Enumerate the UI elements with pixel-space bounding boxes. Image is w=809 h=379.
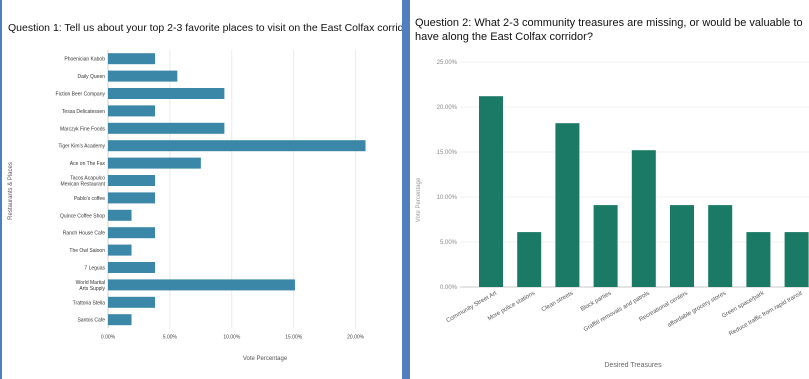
chart2-x-tick-label: Block parties xyxy=(580,291,613,313)
chart1-y-tick-label: Tiger Kim's Academy xyxy=(58,144,105,150)
chart1-y-tick-label: Daily Queen xyxy=(77,74,105,80)
chart1-y-tick-label: Tacos Acapulco Mexican Restaurant xyxy=(61,176,106,188)
chart1-bar xyxy=(108,314,132,326)
chart2-panel: Question 2: What 2-3 community treasures… xyxy=(410,0,809,379)
chart1-bar xyxy=(108,88,225,99)
chart1-x-tick-label: 0.00% xyxy=(101,334,116,340)
chart1-x-tick-label: 15.00% xyxy=(285,334,303,340)
chart2-y-tick-label: 10.00% xyxy=(437,195,458,201)
chart1-y-tick-label: Tessa Delicatessen xyxy=(62,109,105,115)
chart1-y-tick-label: 7 Leguas xyxy=(84,266,105,272)
chart2-bar xyxy=(708,205,733,287)
chart1-bar xyxy=(108,192,156,204)
chart1-bar xyxy=(108,53,156,65)
chart1-x-tick-label: 20.00% xyxy=(347,334,365,340)
chart2-bar xyxy=(631,150,656,287)
chart1-svg: Vote Percentage Restaurants & Places 0.0… xyxy=(8,50,366,362)
chart1-bar xyxy=(108,122,225,134)
chart1-x-tick-label: 5.00% xyxy=(163,334,178,340)
chart2-x-tick-label: Reduce traffic from rapid transit xyxy=(728,290,804,337)
chart2-bar xyxy=(746,232,771,287)
chart1-bar xyxy=(108,262,156,273)
chart1-y-tick-label: Santos Cafe xyxy=(77,318,105,324)
chart1-y-tick-label: Ranch House Cafe xyxy=(63,231,105,237)
chart1-y-tick-label: Marczyk Fine Foods xyxy=(60,126,106,132)
chart2-bar xyxy=(593,205,618,287)
chart2-x-tick-label: Graffiti removals and patrols xyxy=(583,291,651,334)
chart1-bar xyxy=(108,105,156,117)
chart2-bar xyxy=(517,232,542,287)
chart1-y-tick-label: Quince Coffee Shop xyxy=(60,213,105,219)
chart2-y-tick-label: 5.00% xyxy=(440,240,458,246)
chart2-bar xyxy=(784,232,809,287)
chart1-y-tick-label: Trattoria Stella xyxy=(73,300,106,306)
chart1-bar xyxy=(108,244,132,256)
chart2-x-tick-label: Clean streets xyxy=(541,291,575,314)
chart1-title: Question 1: Tell us about your top 2-3 f… xyxy=(8,22,402,34)
chart1-bar xyxy=(108,296,156,308)
chart2-svg: Desired Treasures Vote Percentage 0.00% 5… xyxy=(416,60,809,369)
chart2-bar xyxy=(479,96,503,287)
chart1-bar xyxy=(108,209,132,221)
chart1-panel: Question 1: Tell us about your top 2-3 f… xyxy=(2,0,402,379)
chart2-x-axis-label: Desired Treasures xyxy=(604,362,662,369)
chart2-bar xyxy=(555,123,580,287)
chart2-y-axis-label: Vote Percentage xyxy=(416,177,422,222)
chart1-y-tick-label: Phoenician Kabob xyxy=(64,57,105,63)
chart2-y-tick-label: 15.00% xyxy=(437,150,458,156)
chart1-y-tick-label: The Owl Saloon xyxy=(69,248,105,254)
chart1-y-tick-label: Pablo's coffee xyxy=(74,196,105,202)
chart1-bar xyxy=(108,157,201,169)
chart2-y-tick-label: 0.00% xyxy=(440,285,458,291)
chart1-x-tick-label: 10.00% xyxy=(223,334,241,340)
chart1-y-tick-label: World Martial Arts Supply xyxy=(76,280,106,292)
chart2-y-tick-label: 25.00% xyxy=(437,60,458,66)
chart1-y-tick-label: Ace on The Fax xyxy=(70,161,106,167)
chart1-x-axis-label: Vote Percentage xyxy=(243,356,288,362)
chart1-bar xyxy=(108,227,156,239)
chart1-bar xyxy=(108,140,366,152)
chart1-y-axis-label: Restaurants & Places xyxy=(8,162,14,220)
chart1-y-tick-label: Fiction Beer Company xyxy=(56,92,106,98)
chart1-bar xyxy=(108,175,156,186)
chart2-bar xyxy=(670,205,694,287)
chart1-bar xyxy=(108,70,178,82)
chart2-y-tick-label: 20.00% xyxy=(437,105,458,111)
chart1-bar xyxy=(108,279,295,291)
chart2-title: Question 2: What 2-3 community treasures… xyxy=(415,17,803,43)
